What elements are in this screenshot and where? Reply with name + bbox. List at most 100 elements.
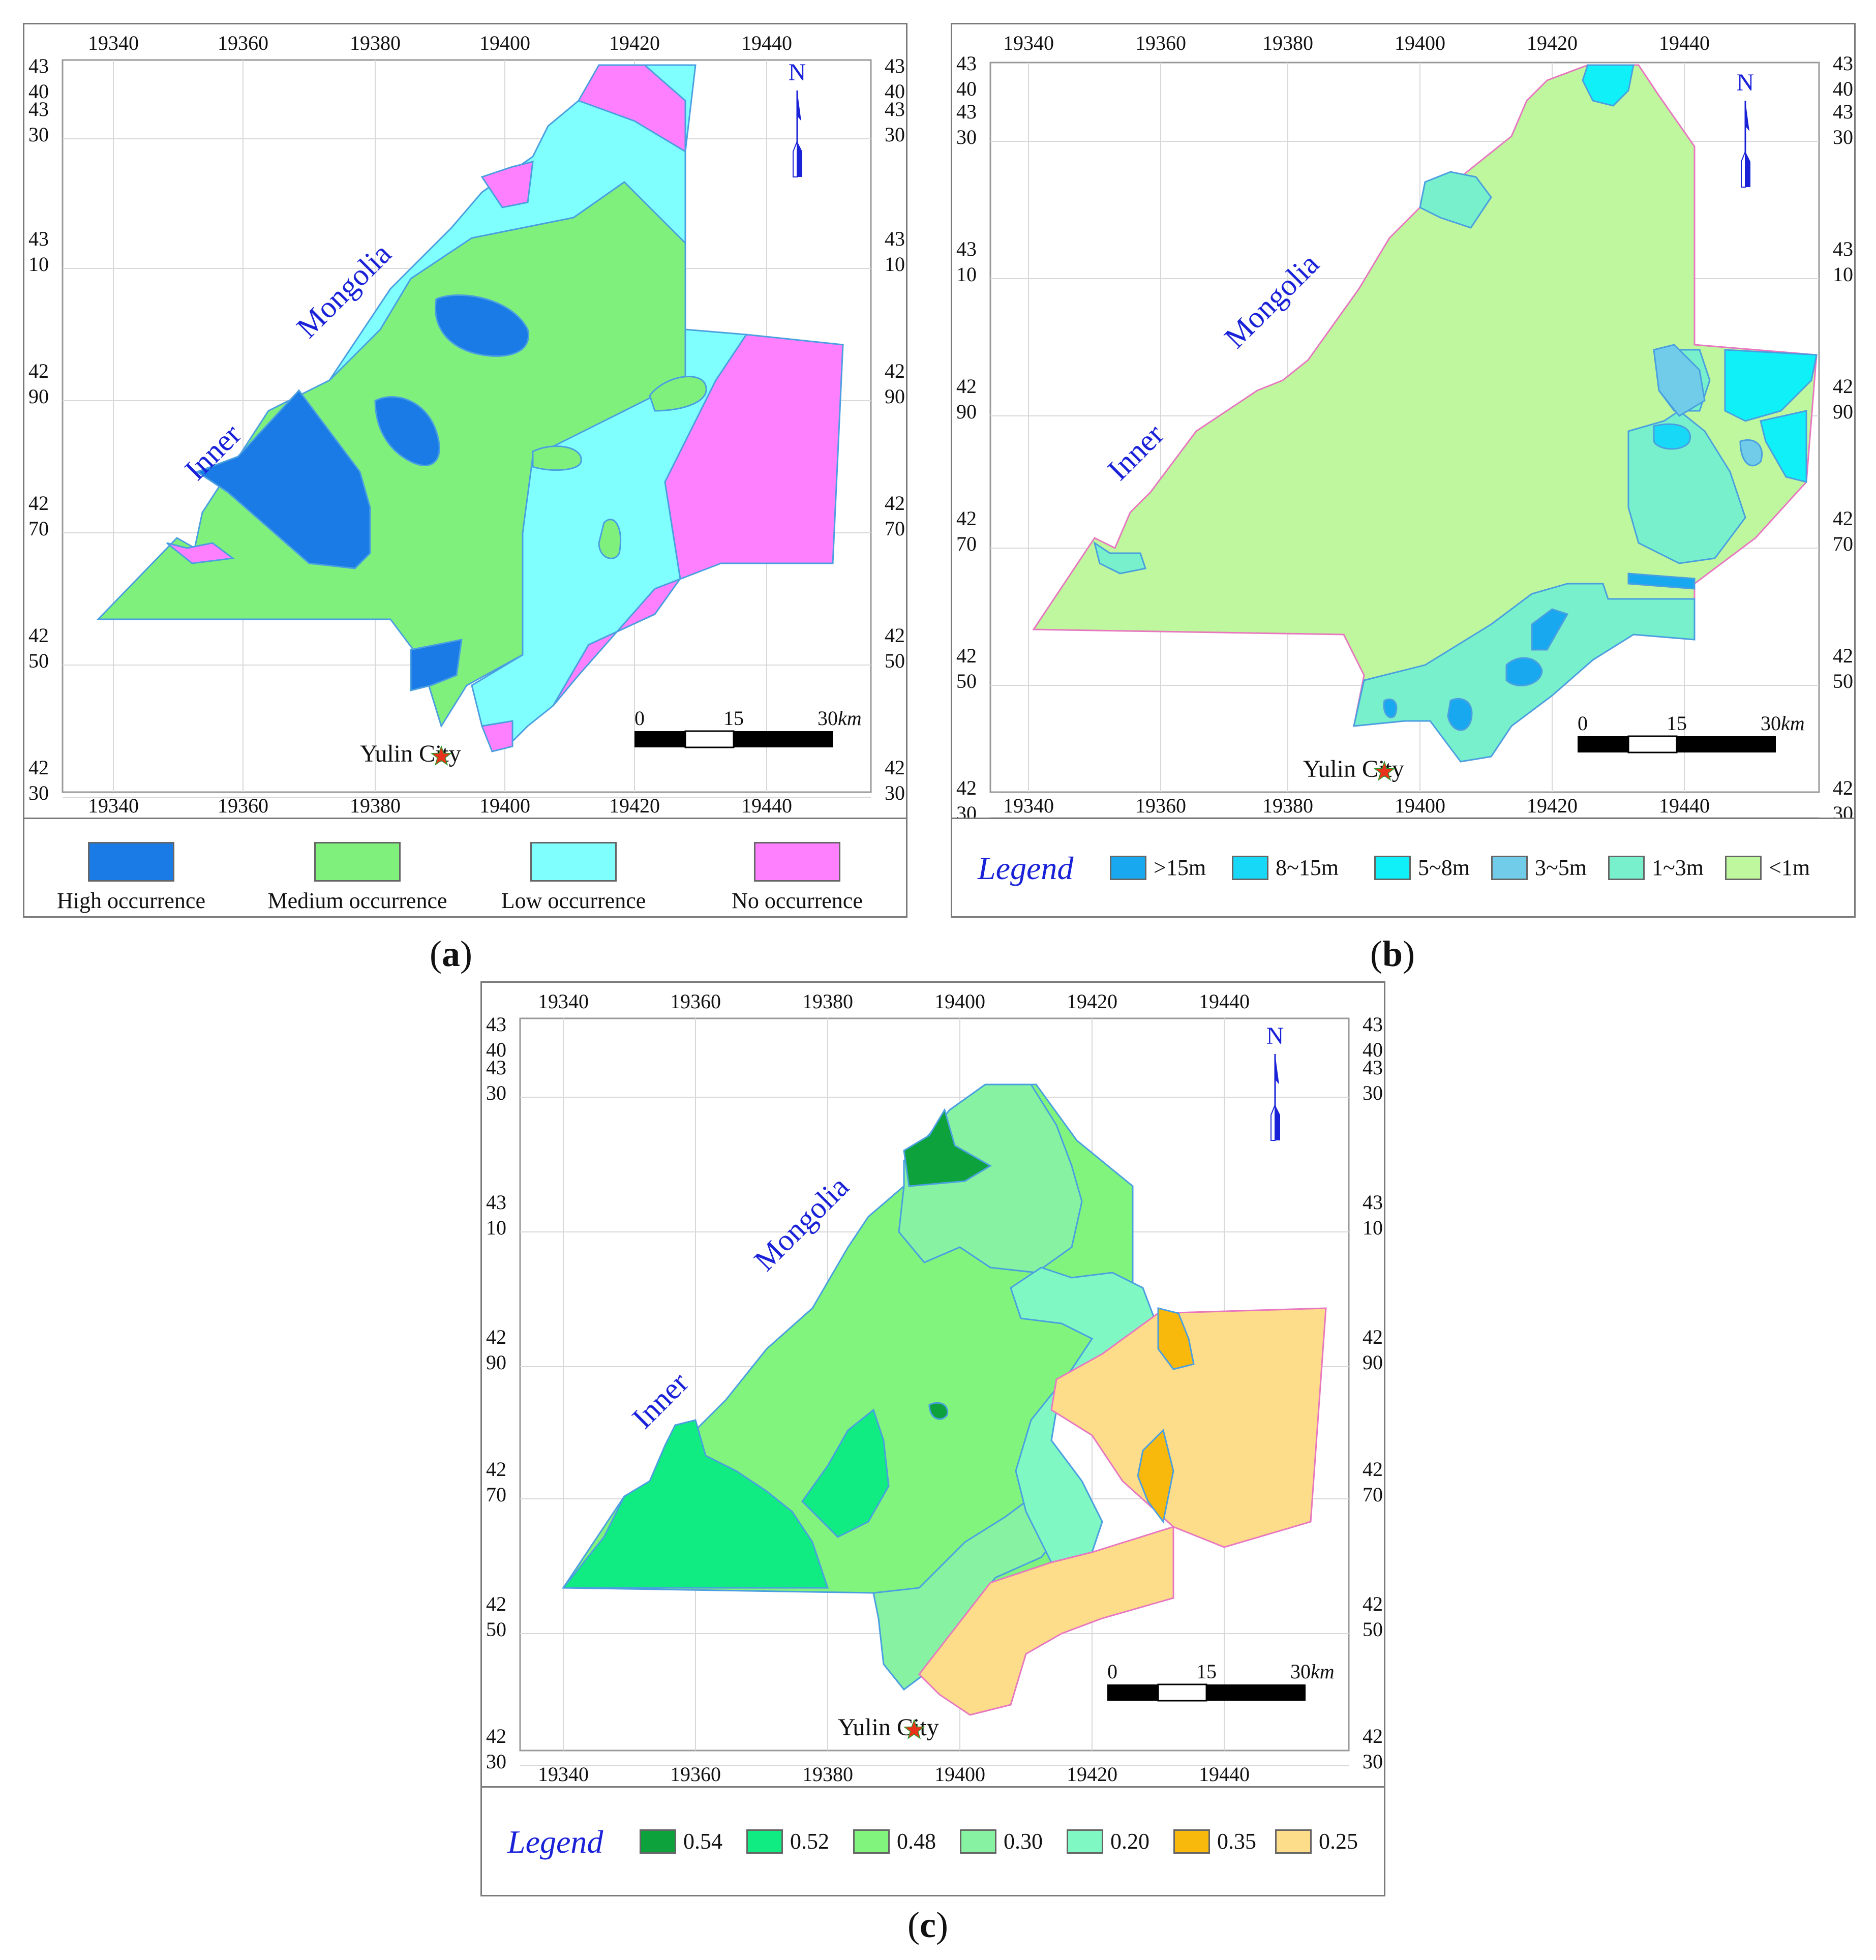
legend-swatch: [530, 842, 617, 882]
y-tick-label: 40: [1833, 77, 1853, 100]
x-tick-label-bottom: 19440: [741, 794, 792, 817]
y-tick-label: 42: [1363, 1325, 1383, 1348]
legend-a: High occurrence Medium occurrence Low oc…: [24, 818, 906, 916]
y-tick-label: 90: [956, 400, 977, 423]
y-tick-label: 90: [28, 385, 49, 408]
legend-item: 5~8m: [1374, 855, 1470, 881]
zone-gt15m-4: [1383, 698, 1398, 718]
zones-c: [561, 1083, 1327, 1716]
y-tick-label: 43: [28, 54, 49, 77]
caption-a: (a): [430, 933, 472, 974]
legend-swatch: [1608, 855, 1645, 880]
x-tick-label-top: 19360: [1135, 32, 1186, 54]
legend-item: 0.30: [960, 1828, 1043, 1854]
zone-gt15m-5: [1627, 572, 1696, 590]
scale-unit: km: [838, 707, 862, 730]
legend-label: 0.54: [683, 1829, 722, 1854]
caption-b: (b): [1370, 933, 1415, 974]
zone-none-s: [480, 720, 513, 752]
y-tick-label: 42: [956, 507, 977, 530]
legend-item: 0.35: [1173, 1828, 1256, 1854]
zone-054-north: [903, 1108, 992, 1187]
x-tick-label-top: 19420: [1067, 990, 1117, 1013]
legend-label: >15m: [1154, 855, 1206, 880]
legend-item: >15m: [1110, 855, 1206, 881]
legend-label: 3~5m: [1535, 855, 1587, 880]
legend-item: Medium occurrence: [256, 842, 459, 914]
scale-bar: 0 15 30km: [1578, 712, 1805, 753]
y-tick-label: 70: [28, 517, 49, 540]
legend-swatch: [1275, 1829, 1312, 1854]
x-tick-label-bottom: 19400: [934, 1763, 985, 1786]
y-tick-label: 30: [956, 126, 977, 148]
city-star-icon: [430, 745, 452, 766]
legend-swatch: [754, 842, 840, 882]
y-tick-label: 42: [956, 375, 977, 398]
y-tick-label: 43: [486, 1013, 506, 1036]
x-tick-label-top: 19420: [609, 32, 660, 54]
legend-item: Low occurrence: [482, 842, 665, 914]
legend-label: 0.25: [1319, 1829, 1358, 1854]
x-tick-label-top: 19360: [670, 990, 721, 1013]
legend-item: 0.20: [1067, 1828, 1149, 1854]
legend-item: 0.52: [746, 1828, 829, 1854]
scale-unit: km: [1311, 1660, 1335, 1683]
y-tick-label: 43: [885, 54, 905, 77]
x-tick-label-bottom: 19360: [670, 1763, 721, 1786]
north-label: N: [789, 59, 806, 86]
y-tick-label: 30: [486, 1081, 506, 1104]
zone-3-5m-dot: [1739, 439, 1763, 467]
scale-label-zero: 0: [634, 707, 645, 730]
x-tick-label-bottom: 19420: [1527, 794, 1578, 817]
x-tick-label-top: 19380: [350, 32, 401, 54]
legend-item: 1~3m: [1608, 855, 1704, 881]
legend-label: 5~8m: [1418, 855, 1470, 880]
legend-label: 8~15m: [1276, 855, 1339, 880]
y-tick-label: 90: [885, 385, 905, 408]
legend-item: 8~15m: [1232, 855, 1339, 881]
region-label: Inner: [1101, 417, 1170, 487]
legend-title: Legend: [978, 850, 1074, 886]
y-tick-label: 43: [1363, 1013, 1383, 1036]
legend-item: 0.25: [1275, 1828, 1358, 1854]
x-tick-label-top: 19400: [479, 32, 530, 54]
map-a: 19340 19340 19360 19360 19380 19380 19400 19400…: [28, 32, 905, 817]
y-tick-label: 43: [956, 100, 977, 123]
city-star-icon: [903, 1718, 925, 1740]
north-label: N: [1737, 69, 1754, 96]
zone-1-3m-w: [1093, 541, 1146, 575]
y-tick-label: 43: [885, 98, 905, 120]
map-frame: [989, 62, 1820, 793]
y-tick-label: 43: [1363, 1191, 1383, 1214]
legend-item: 0.48: [853, 1828, 936, 1854]
map-panel-a: 19340 19340 19360 19360 19380 19380 19400 19400…: [23, 23, 907, 918]
y-tick-label: 50: [1833, 670, 1853, 692]
legend-item: 0.54: [640, 1828, 722, 1854]
legend-swatch: [1067, 1829, 1103, 1854]
zone-025: [918, 1307, 1327, 1716]
y-tick-label: 42: [885, 359, 905, 382]
legend-item: <1m: [1725, 855, 1810, 881]
y-tick-label: 43: [28, 227, 49, 250]
y-tick-label: 90: [486, 1351, 506, 1374]
y-tick-label: 43: [1833, 100, 1853, 123]
x-tick-label-bottom: 19400: [479, 794, 530, 817]
y-tick-label: 42: [486, 1592, 506, 1615]
y-tick-label: 42: [956, 776, 977, 799]
y-tick-label: 43: [486, 1191, 506, 1214]
legend-label: Medium occurrence: [267, 888, 447, 913]
y-tick-label: 42: [486, 1725, 506, 1747]
y-tick-label: 10: [1833, 263, 1853, 286]
scale-bar: 0 15 30km: [1107, 1660, 1335, 1702]
legend-swatch: [1173, 1829, 1210, 1854]
y-tick-label: 42: [1833, 507, 1853, 530]
y-tick-label: 43: [1363, 1056, 1383, 1079]
y-tick-label: 30: [885, 123, 905, 146]
x-tick-label-top: 19440: [1659, 32, 1710, 54]
x-tick-label-top: 19340: [1003, 32, 1054, 54]
zone-035-a: [1157, 1307, 1195, 1370]
zone-1-3m-nw: [1419, 171, 1492, 229]
y-tick-label: 42: [1833, 644, 1853, 667]
north-arrow-icon: [1270, 1054, 1280, 1141]
zone-5-8m-n: [1582, 64, 1635, 107]
